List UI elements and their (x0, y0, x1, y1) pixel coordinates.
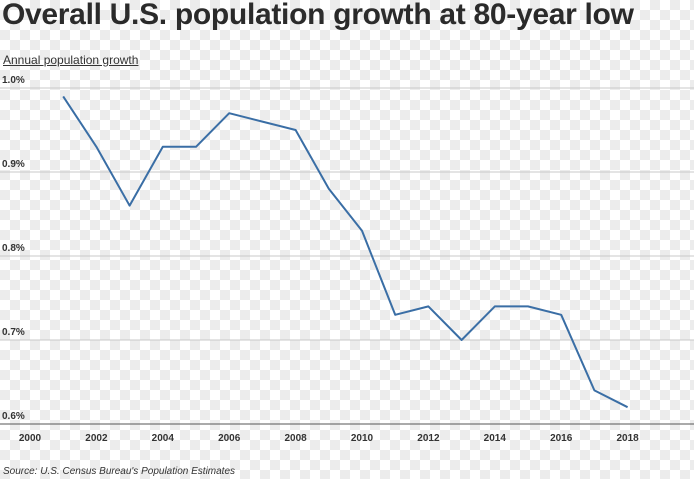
y-tick-label: 0.8% (2, 243, 25, 254)
x-tick-label: 2004 (152, 433, 175, 444)
y-tick-label: 0.9% (2, 159, 25, 170)
x-tick-label: 2018 (616, 433, 639, 444)
y-tick-label: 0.6% (2, 411, 25, 422)
gridlines (0, 87, 694, 425)
x-tick-label: 2012 (417, 433, 440, 444)
y-tick-label: 0.7% (2, 327, 25, 338)
series-line (62, 95, 629, 409)
chart-title: Overall U.S. population growth at 80-yea… (2, 0, 634, 31)
x-tick-label: 2006 (218, 433, 241, 444)
y-tick-label: 1.0% (2, 75, 25, 86)
x-tick-label: 2010 (351, 433, 374, 444)
source-note: Source: U.S. Census Bureau's Population … (3, 466, 236, 477)
x-tick-label: 2002 (85, 433, 108, 444)
axis-ticks: 0.6% 0.7% 0.8% 0.9% 1.0% 2000 2002 2004 2006 2008… (2, 75, 639, 444)
x-tick-label: 2008 (284, 433, 307, 444)
y-axis-label: Annual population growth (3, 53, 139, 67)
x-tick-label: 2000 (19, 433, 42, 444)
x-tick-label: 2014 (484, 433, 507, 444)
x-tick-label: 2016 (550, 433, 573, 444)
series (62, 95, 629, 409)
